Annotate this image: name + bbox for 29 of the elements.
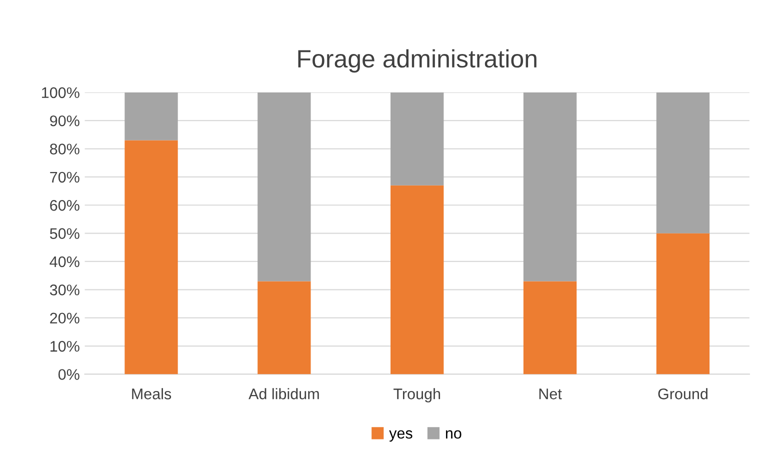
legend-label: no bbox=[446, 430, 462, 439]
bar bbox=[523, 281, 577, 374]
bar bbox=[656, 233, 710, 374]
y-tick-label: 80% bbox=[50, 144, 80, 154]
y-tick-label: 20% bbox=[50, 312, 80, 324]
x-tick-label: Trough bbox=[394, 388, 440, 402]
bar bbox=[390, 185, 444, 374]
x-tick-label: Ground bbox=[658, 388, 708, 400]
legend-label: yes bbox=[389, 430, 412, 442]
chart-title: Forage administration bbox=[298, 49, 536, 73]
bar bbox=[523, 92, 577, 282]
y-tick-label: 10% bbox=[50, 340, 80, 352]
x-tick-label: Ad libidum bbox=[248, 388, 319, 400]
y-tick-label: 0% bbox=[58, 369, 80, 380]
y-tick-label: 50% bbox=[50, 228, 80, 239]
y-tick-label: 40% bbox=[50, 256, 80, 268]
y-tick-label: 90% bbox=[50, 115, 80, 126]
y-tick-label: 70% bbox=[50, 172, 80, 183]
y-tick-label: 100% bbox=[42, 87, 80, 98]
y-tick-label: 30% bbox=[50, 284, 80, 296]
y-tick-label: 60% bbox=[50, 200, 80, 211]
bar bbox=[390, 92, 444, 186]
x-tick-label: Meals bbox=[132, 388, 172, 400]
bar bbox=[124, 92, 178, 140]
bar bbox=[656, 92, 710, 234]
x-tick-label: Net bbox=[539, 388, 562, 400]
bar bbox=[124, 140, 178, 374]
bar bbox=[258, 281, 311, 374]
bar bbox=[258, 92, 311, 282]
